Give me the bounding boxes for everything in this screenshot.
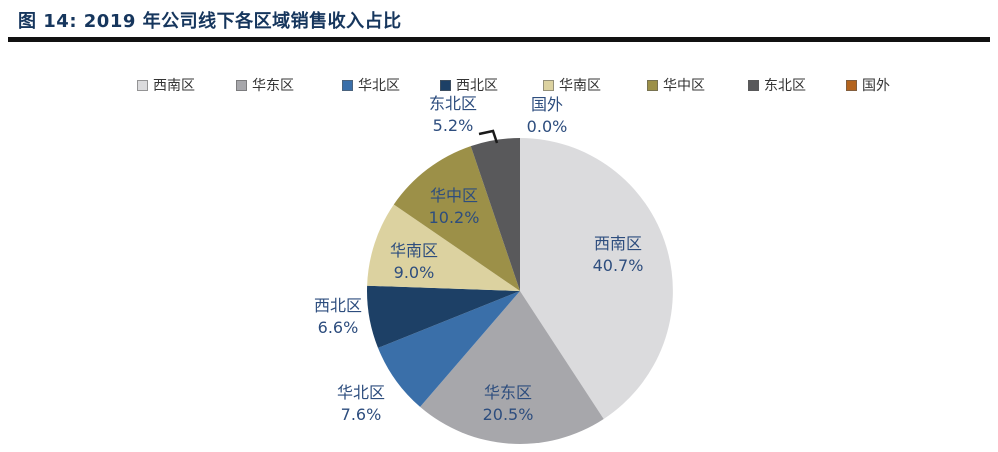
pie-label-east-name: 华东区	[483, 383, 533, 402]
pie-label-northeast-name: 东北区	[428, 94, 478, 113]
legend-label-overseas: 国外	[862, 78, 890, 94]
pie-label-central-value: 10.2%	[428, 208, 480, 227]
pie-label-northwest-name: 西北区	[313, 296, 363, 315]
pie-slice-1	[420, 291, 604, 444]
legend-swatch-southwest	[137, 79, 148, 91]
legend-swatch-north	[342, 79, 353, 91]
pie-slice-4	[367, 204, 520, 291]
pie-label-south-name: 华南区	[389, 241, 439, 260]
legend-item-overseas: 国外	[846, 75, 890, 95]
pie-label-south: 华南区 9.0%	[390, 240, 438, 284]
pie-label-south-value: 9.0%	[393, 263, 435, 282]
northeast-leader-line	[478, 129, 499, 144]
pie-slice-3	[367, 285, 520, 348]
figure-title: 图 14: 2019 年公司线下各区域销售收入占比	[18, 11, 402, 32]
legend: 西南区 华东区 华北区 西北区 华南区 华中区 东北区 国外	[0, 75, 998, 95]
pie-label-east-value: 20.5%	[482, 405, 534, 424]
pie-label-southwest-value: 40.7%	[592, 256, 644, 275]
legend-swatch-northeast	[748, 79, 759, 91]
legend-swatch-east	[236, 79, 247, 91]
legend-swatch-central	[647, 79, 658, 91]
pie-label-southwest-name: 西南区	[593, 234, 643, 253]
pie-label-overseas-name: 国外	[530, 95, 563, 114]
pie-slice-0	[520, 138, 673, 419]
title-divider	[8, 37, 990, 42]
legend-item-northwest: 西北区	[440, 75, 498, 95]
legend-label-central: 华中区	[663, 78, 705, 94]
pie-label-overseas-value: 0.0%	[526, 117, 568, 136]
pie-label-central-name: 华中区	[429, 186, 479, 205]
legend-label-north: 华北区	[358, 78, 400, 94]
pie-label-northeast-value: 5.2%	[432, 116, 474, 135]
pie-slice-5	[393, 146, 520, 291]
legend-label-east: 华东区	[252, 78, 294, 94]
pie-slice-6	[470, 137, 520, 291]
legend-label-south: 华南区	[559, 78, 601, 94]
legend-label-southwest: 西南区	[153, 78, 195, 94]
legend-label-northwest: 西北区	[456, 78, 498, 94]
pie-label-southwest: 西南区 40.7%	[593, 233, 644, 277]
legend-item-northeast: 东北区	[748, 75, 806, 95]
pie-label-overseas: 国外 0.0%	[527, 94, 568, 138]
pie-label-north-name: 华北区	[336, 383, 386, 402]
pie-label-north: 华北区 7.6%	[337, 382, 385, 426]
legend-swatch-overseas	[846, 79, 857, 91]
legend-swatch-south	[543, 79, 554, 91]
legend-item-east: 华东区	[236, 75, 294, 95]
legend-item-central: 华中区	[647, 75, 705, 95]
pie-label-east: 华东区 20.5%	[483, 382, 534, 426]
legend-swatch-northwest	[440, 79, 451, 91]
pie-label-north-value: 7.6%	[340, 405, 382, 424]
legend-item-north: 华北区	[342, 75, 400, 95]
pie-label-central: 华中区 10.2%	[429, 185, 480, 229]
pie-label-northwest: 西北区 6.6%	[314, 295, 362, 339]
pie-slice-2	[378, 291, 520, 407]
pie-label-northeast: 东北区 5.2%	[429, 93, 477, 137]
legend-item-south: 华南区	[543, 75, 601, 95]
legend-label-northeast: 东北区	[764, 78, 806, 94]
pie-label-northwest-value: 6.6%	[317, 318, 359, 337]
legend-item-southwest: 西南区	[137, 75, 195, 95]
